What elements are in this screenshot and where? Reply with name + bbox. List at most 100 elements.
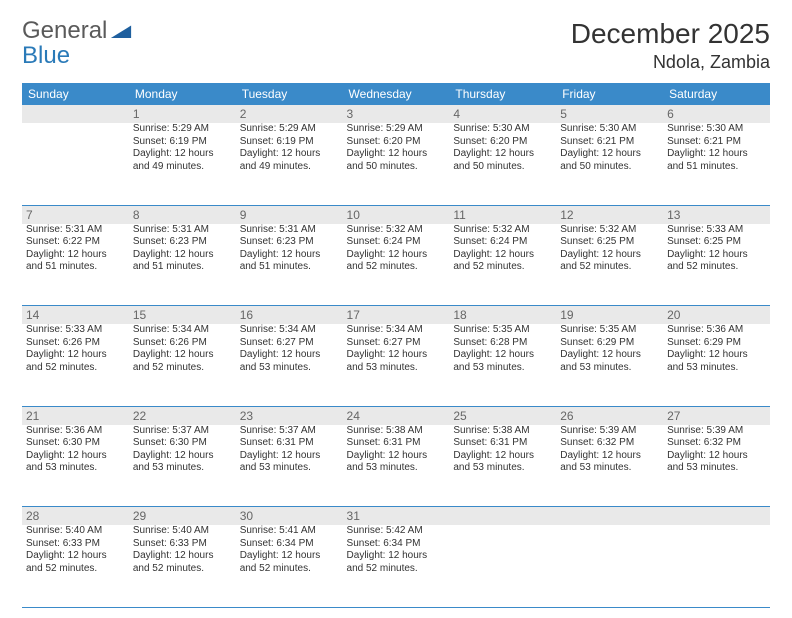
day-number: 6 — [667, 107, 766, 123]
week-body-row: Sunrise: 5:40 AM Sunset: 6:33 PM Daylight:… — [22, 525, 770, 607]
daylight-text: Daylight: 12 hours and 53 minutes. — [667, 450, 766, 475]
sunrise-text: Sunrise: 5:31 AM — [26, 224, 125, 237]
day-number: 28 — [26, 509, 125, 525]
day-number-cell: 14 — [22, 306, 129, 325]
day-body-cell: Sunrise: 5:31 AMSunset: 6:23 PMDaylight:… — [129, 224, 236, 306]
day-number: 15 — [133, 308, 232, 324]
sunset-text: Sunset: 6:23 PM — [240, 236, 339, 249]
week-body-row: Sunrise: 5:33 AMSunset: 6:26 PMDaylight:… — [22, 324, 770, 406]
sunrise-text: Sunrise: 5:29 AM — [133, 123, 232, 136]
weekday-header: Wednesday — [343, 83, 450, 105]
sunrise-text: Sunrise: 5:41 AM — [240, 525, 339, 538]
day-number-cell: 12 — [556, 205, 663, 224]
sunset-text: Sunset: 6:27 PM — [347, 337, 446, 350]
day-body-cell: Sunrise: 5:41 AMSunset: 6:34 PMDaylight:… — [236, 525, 343, 607]
calendar-table: Sunday Monday Tuesday Wednesday Thursday… — [22, 83, 770, 608]
sunset-text: Sunset: 6:33 PM — [26, 538, 125, 551]
day-number: 26 — [560, 409, 659, 425]
sunrise-text: Sunrise: 5:40 AM — [133, 525, 232, 538]
day-number: 24 — [347, 409, 446, 425]
daylight-text: Daylight: 12 hours and 53 minutes. — [347, 349, 446, 374]
daylight-text: Daylight: 12 hours and 52 minutes. — [667, 249, 766, 274]
day-body-cell: Sunrise: 5:37 AMSunset: 6:31 PMDaylight:… — [236, 425, 343, 507]
week-number-row: 28 29 3031 — [22, 507, 770, 526]
day-number-cell: 20 — [663, 306, 770, 325]
sunset-text: Sunset: 6:19 PM — [240, 136, 339, 149]
sunrise-text: Sunrise: 5:39 AM — [667, 425, 766, 438]
sunrise-text: Sunrise: 5:36 AM — [667, 324, 766, 337]
day-number-cell: 10 — [343, 205, 450, 224]
day-number-cell: 4 — [449, 105, 556, 123]
day-number: 18 — [453, 308, 552, 324]
sunset-text: Sunset: 6:21 PM — [560, 136, 659, 149]
day-body-cell: Sunrise: 5:39 AMSunset: 6:32 PMDaylight:… — [556, 425, 663, 507]
day-number-cell: 31 — [343, 507, 450, 526]
weekday-header: Monday — [129, 83, 236, 105]
sunrise-text: Sunrise: 5:32 AM — [453, 224, 552, 237]
sunset-text: Sunset: 6:20 PM — [453, 136, 552, 149]
sunrise-text: Sunrise: 5:34 AM — [240, 324, 339, 337]
daylight-text: Daylight: 12 hours and 52 minutes. — [240, 550, 339, 575]
day-body-cell: Sunrise: 5:34 AMSunset: 6:27 PMDaylight:… — [343, 324, 450, 406]
day-number-cell: 9 — [236, 205, 343, 224]
weekday-header: Sunday — [22, 83, 129, 105]
sunrise-text: Sunrise: 5:35 AM — [560, 324, 659, 337]
day-number: 12 — [560, 208, 659, 224]
day-number-cell: 11 — [449, 205, 556, 224]
day-number: 19 — [560, 308, 659, 324]
day-number-cell: 17 — [343, 306, 450, 325]
day-body-cell: Sunrise: 5:29 AMSunset: 6:19 PMDaylight:… — [236, 123, 343, 205]
day-number-cell: 2 — [236, 105, 343, 123]
day-number-cell: 28 — [22, 507, 129, 526]
daylight-text: Daylight: 12 hours and 52 minutes. — [347, 550, 446, 575]
sunrise-text: Sunrise: 5:33 AM — [667, 224, 766, 237]
daylight-text: Daylight: 12 hours and 53 minutes. — [26, 450, 125, 475]
day-body-cell: Sunrise: 5:36 AMSunset: 6:30 PMDaylight:… — [22, 425, 129, 507]
day-number-cell: 27 — [663, 406, 770, 425]
day-number: 10 — [347, 208, 446, 224]
day-body-cell: Sunrise: 5:38 AMSunset: 6:31 PMDaylight:… — [449, 425, 556, 507]
sunset-text: Sunset: 6:34 PM — [347, 538, 446, 551]
sunset-text: Sunset: 6:20 PM — [347, 136, 446, 149]
sunrise-text: Sunrise: 5:35 AM — [453, 324, 552, 337]
week-number-row: 14151617181920 — [22, 306, 770, 325]
daylight-text: Daylight: 12 hours and 52 minutes. — [453, 249, 552, 274]
day-body-cell: Sunrise: 5:29 AMSunset: 6:19 PMDaylight:… — [129, 123, 236, 205]
weekday-header-row: Sunday Monday Tuesday Wednesday Thursday… — [22, 83, 770, 105]
sunset-text: Sunset: 6:25 PM — [560, 236, 659, 249]
sunrise-text: Sunrise: 5:34 AM — [347, 324, 446, 337]
sunset-text: Sunset: 6:29 PM — [667, 337, 766, 350]
daylight-text: Daylight: 12 hours and 52 minutes. — [133, 349, 232, 374]
day-number: 2 — [240, 107, 339, 123]
sunrise-text: Sunrise: 5:30 AM — [560, 123, 659, 136]
daylight-text: Daylight: 12 hours and 49 minutes. — [240, 148, 339, 173]
day-number: 30 — [240, 509, 339, 525]
day-number: 25 — [453, 409, 552, 425]
day-body-cell — [22, 123, 129, 205]
week-number-row: 21222324252627 — [22, 406, 770, 425]
sunrise-text: Sunrise: 5:38 AM — [453, 425, 552, 438]
day-number: 29 — [133, 509, 232, 525]
daylight-text: Daylight: 12 hours and 53 minutes. — [240, 349, 339, 374]
day-number-cell: 8 — [129, 205, 236, 224]
day-number-cell: 26 — [556, 406, 663, 425]
day-body-cell: Sunrise: 5:31 AMSunset: 6:23 PMDaylight:… — [236, 224, 343, 306]
day-number-cell — [449, 507, 556, 526]
day-number-cell: 6 — [663, 105, 770, 123]
sunset-text: Sunset: 6:19 PM — [133, 136, 232, 149]
day-number-cell: 5 — [556, 105, 663, 123]
daylight-text: Daylight: 12 hours and 53 minutes. — [560, 349, 659, 374]
sunset-text: Sunset: 6:24 PM — [453, 236, 552, 249]
day-number-cell: 18 — [449, 306, 556, 325]
month-title: December 2025 — [571, 18, 770, 50]
calendar-body: 123456Sunrise: 5:29 AMSunset: 6:19 PMDay… — [22, 105, 770, 607]
day-number-cell — [663, 507, 770, 526]
day-number: 20 — [667, 308, 766, 324]
title-block: December 2025 Ndola, Zambia — [571, 18, 770, 73]
sunrise-text: Sunrise: 5:32 AM — [560, 224, 659, 237]
week-number-row: 78910111213 — [22, 205, 770, 224]
sunset-text: Sunset: 6:31 PM — [240, 437, 339, 450]
sunrise-text: Sunrise: 5:29 AM — [240, 123, 339, 136]
day-number: 5 — [560, 107, 659, 123]
week-body-row: Sunrise: 5:36 AMSunset: 6:30 PMDaylight:… — [22, 425, 770, 507]
